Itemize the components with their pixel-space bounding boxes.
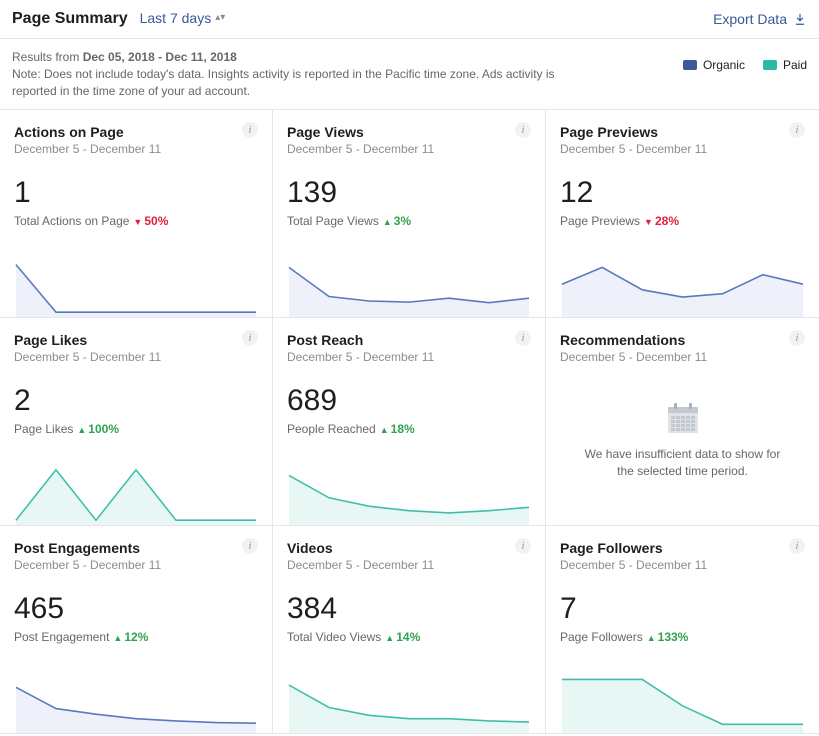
metric-sub: Total Page Views 3% — [287, 214, 531, 228]
sparkline — [14, 673, 258, 733]
metric-sub-label: Page Previews — [560, 214, 640, 228]
note-text: Results from Dec 05, 2018 - Dec 11, 2018… — [12, 49, 572, 99]
card-dates: December 5 - December 11 — [560, 558, 805, 572]
sort-icon: ▴▾ — [215, 13, 225, 23]
sparkline — [14, 257, 258, 317]
date-range-label: Last 7 days — [140, 10, 212, 26]
page-header: Page Summary Last 7 days ▴▾ Export Data — [0, 0, 819, 39]
card-actions[interactable]: i Actions on Page December 5 - December … — [0, 110, 273, 318]
date-range-selector[interactable]: Last 7 days ▴▾ — [140, 10, 226, 26]
header-left: Page Summary Last 7 days ▴▾ — [12, 10, 225, 28]
metric-sub: Page Likes 100% — [14, 422, 258, 436]
sparkline — [14, 465, 258, 525]
legend: Organic Paid — [683, 49, 807, 74]
metric-sub: Total Video Views 14% — [287, 630, 531, 644]
card-title: Page Views — [287, 124, 531, 140]
metric-sub-label: Total Video Views — [287, 630, 381, 644]
card-dates: December 5 - December 11 — [14, 350, 258, 364]
legend-swatch-organic — [683, 60, 697, 70]
card-title: Page Previews — [560, 124, 805, 140]
empty-text: We have insufficient data to show for th… — [583, 446, 783, 480]
metric-sub-label: Page Followers — [560, 630, 643, 644]
metric-sub: Page Followers 133% — [560, 630, 805, 644]
metric-delta: 50% — [133, 214, 168, 228]
card-dates: December 5 - December 11 — [560, 142, 805, 156]
metric-sub: Post Engagement 12% — [14, 630, 258, 644]
metric-value: 2 — [14, 386, 258, 416]
metric-sub: Total Actions on Page 50% — [14, 214, 258, 228]
metric-delta: 28% — [644, 214, 679, 228]
card-title: Actions on Page — [14, 124, 258, 140]
card-dates: December 5 - December 11 — [287, 142, 531, 156]
sparkline — [560, 673, 805, 733]
sparkline — [287, 673, 531, 733]
metric-sub: Page Previews 28% — [560, 214, 805, 228]
export-label: Export Data — [713, 11, 787, 27]
card-title: Post Engagements — [14, 540, 258, 556]
metric-sub-label: People Reached — [287, 422, 376, 436]
empty-state: We have insufficient data to show for th… — [560, 364, 805, 525]
metric-value: 384 — [287, 594, 531, 624]
metric-delta: 133% — [647, 630, 689, 644]
card-page-previews[interactable]: i Page Previews December 5 - December 11… — [546, 110, 819, 318]
metric-delta: 18% — [380, 422, 415, 436]
export-data-link[interactable]: Export Data — [713, 11, 807, 27]
card-recommendations[interactable]: i Recommendations December 5 - December … — [546, 318, 819, 526]
calendar-icon — [665, 400, 701, 436]
card-page-followers[interactable]: i Page Followers December 5 - December 1… — [546, 526, 819, 734]
card-dates: December 5 - December 11 — [287, 350, 531, 364]
card-page-likes[interactable]: i Page Likes December 5 - December 11 2 … — [0, 318, 273, 526]
card-title: Page Followers — [560, 540, 805, 556]
metric-value: 7 — [560, 594, 805, 624]
metric-delta: 12% — [113, 630, 148, 644]
note-bar: Results from Dec 05, 2018 - Dec 11, 2018… — [0, 39, 819, 109]
sparkline — [287, 465, 531, 525]
metric-value: 12 — [560, 178, 805, 208]
metric-sub-label: Post Engagement — [14, 630, 109, 644]
legend-swatch-paid — [763, 60, 777, 70]
card-videos[interactable]: i Videos December 5 - December 11 384 To… — [273, 526, 546, 734]
metrics-grid: i Actions on Page December 5 - December … — [0, 109, 819, 734]
legend-paid: Paid — [763, 57, 807, 74]
note-daterange: Dec 05, 2018 - Dec 11, 2018 — [83, 50, 237, 64]
sparkline — [560, 257, 805, 317]
card-post-reach[interactable]: i Post Reach December 5 - December 11 68… — [273, 318, 546, 526]
sparkline — [287, 257, 531, 317]
note-body: Note: Does not include today's data. Ins… — [12, 67, 555, 98]
metric-value: 465 — [14, 594, 258, 624]
metric-sub: People Reached 18% — [287, 422, 531, 436]
metric-sub-label: Page Likes — [14, 422, 73, 436]
card-page-views[interactable]: i Page Views December 5 - December 11 13… — [273, 110, 546, 318]
metric-value: 689 — [287, 386, 531, 416]
legend-label-paid: Paid — [783, 57, 807, 74]
metric-delta: 100% — [77, 422, 119, 436]
card-title: Page Likes — [14, 332, 258, 348]
metric-value: 1 — [14, 178, 258, 208]
card-dates: December 5 - December 11 — [14, 142, 258, 156]
metric-sub-label: Total Page Views — [287, 214, 379, 228]
metric-sub-label: Total Actions on Page — [14, 214, 129, 228]
card-title: Videos — [287, 540, 531, 556]
note-prefix: Results from — [12, 50, 83, 64]
card-post-engagements[interactable]: i Post Engagements December 5 - December… — [0, 526, 273, 734]
card-dates: December 5 - December 11 — [560, 350, 805, 364]
metric-delta: 14% — [385, 630, 420, 644]
metric-value: 139 — [287, 178, 531, 208]
legend-organic: Organic — [683, 57, 745, 74]
card-title: Recommendations — [560, 332, 805, 348]
legend-label-organic: Organic — [703, 57, 745, 74]
download-icon — [793, 12, 807, 26]
card-title: Post Reach — [287, 332, 531, 348]
card-dates: December 5 - December 11 — [14, 558, 258, 572]
metric-delta: 3% — [383, 214, 411, 228]
page-title: Page Summary — [12, 10, 128, 28]
card-dates: December 5 - December 11 — [287, 558, 531, 572]
